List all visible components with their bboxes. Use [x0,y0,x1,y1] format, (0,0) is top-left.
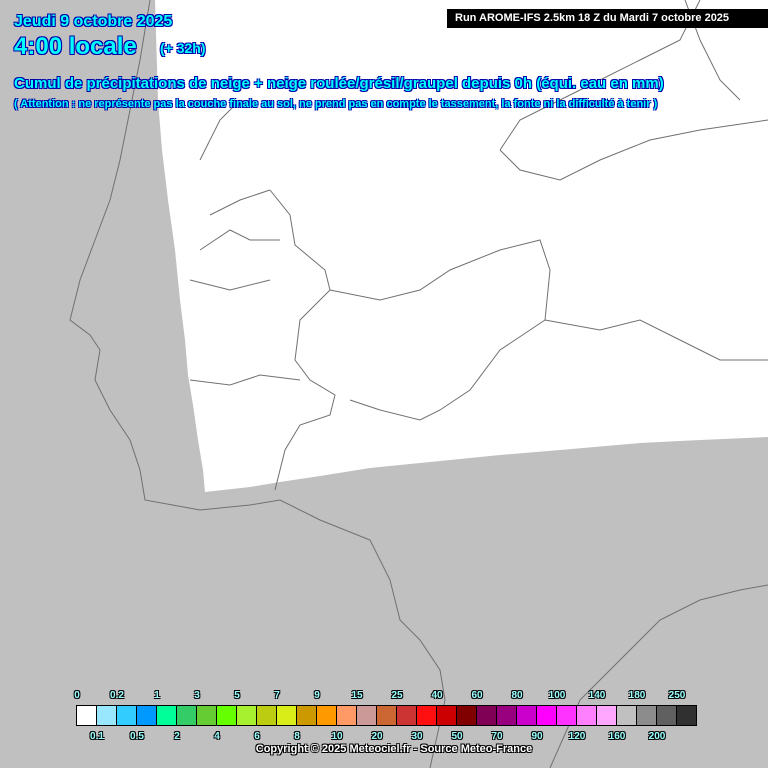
legend-label: 10 [331,731,343,742]
land-area [155,0,768,492]
legend-label: 180 [628,690,646,701]
map-note: ( Attention : ne représente pas la couch… [14,98,658,110]
legend-swatch [337,706,357,725]
borders [69,0,768,768]
legend-label: 160 [608,731,626,742]
legend-swatch [97,706,117,725]
legend-swatch [417,706,437,725]
legend-label: 60 [471,690,483,701]
legend-swatch [177,706,197,725]
legend-label: 7 [274,690,280,701]
legend-label: 8 [294,731,300,742]
legend-swatch [457,706,477,725]
legend-swatch [197,706,217,725]
legend-label: 0.5 [130,731,144,742]
legend-label: 250 [668,690,686,701]
legend-swatch [77,706,97,725]
legend-label: 3 [194,690,200,701]
legend-swatch [617,706,637,725]
legend-label: 90 [531,731,543,742]
legend-swatch [637,706,657,725]
legend-swatch [297,706,317,725]
legend-label: 5 [234,690,240,701]
map-title: Cumul de précipitations de neige + neige… [14,75,664,92]
legend-swatch [537,706,557,725]
legend-swatch [157,706,177,725]
legend-swatch [397,706,417,725]
region-border [189,0,768,421]
legend-swatch [677,706,696,725]
legend-swatch [577,706,597,725]
legend-label: 0 [74,690,80,701]
legend-swatch [217,706,237,725]
legend-swatch [477,706,497,725]
legend-swatch [317,706,337,725]
legend-swatch [137,706,157,725]
legend-label: 20 [371,731,383,742]
legend-swatch [277,706,297,725]
legend-label: 120 [568,731,586,742]
legend-label: 100 [548,690,566,701]
legend-label: 50 [451,731,463,742]
legend-label: 9 [314,690,320,701]
legend-label: 30 [411,731,423,742]
legend-swatch [597,706,617,725]
border-spain-south [549,584,768,768]
legend-label: 1 [154,690,160,701]
legend-label: 70 [491,731,503,742]
forecast-date: Jeudi 9 octobre 2025 [14,13,173,30]
lead-time: (+ 32h) [160,40,206,56]
border-portugal-spain [269,189,336,491]
legend-swatch [357,706,377,725]
legend-swatch [237,706,257,725]
legend-label: 40 [431,690,443,701]
legend-label: 4 [214,731,220,742]
legend-label: 140 [588,690,606,701]
legend-swatch [517,706,537,725]
legend-label: 200 [648,731,666,742]
legend-swatch [437,706,457,725]
legend-label: 6 [254,731,260,742]
forecast-time: 4:00 locale [14,33,137,60]
legend-swatch [117,706,137,725]
legend-swatch [557,706,577,725]
coastline-portugal [69,0,446,768]
legend-swatch [497,706,517,725]
legend-label: 80 [511,690,523,701]
run-info: Run AROME-IFS 2.5km 18 Z du Mardi 7 octo… [447,9,768,28]
legend-swatch [257,706,277,725]
legend-swatch [657,706,677,725]
legend-label: 0.1 [90,731,104,742]
color-legend [76,705,697,726]
legend-swatch [377,706,397,725]
copyright: Copyright © 2025 Meteociel.fr - Source M… [255,743,533,755]
legend-label: 2 [174,731,180,742]
legend-label: 0.2 [110,690,124,701]
legend-label: 15 [351,690,363,701]
legend-label: 25 [391,690,403,701]
